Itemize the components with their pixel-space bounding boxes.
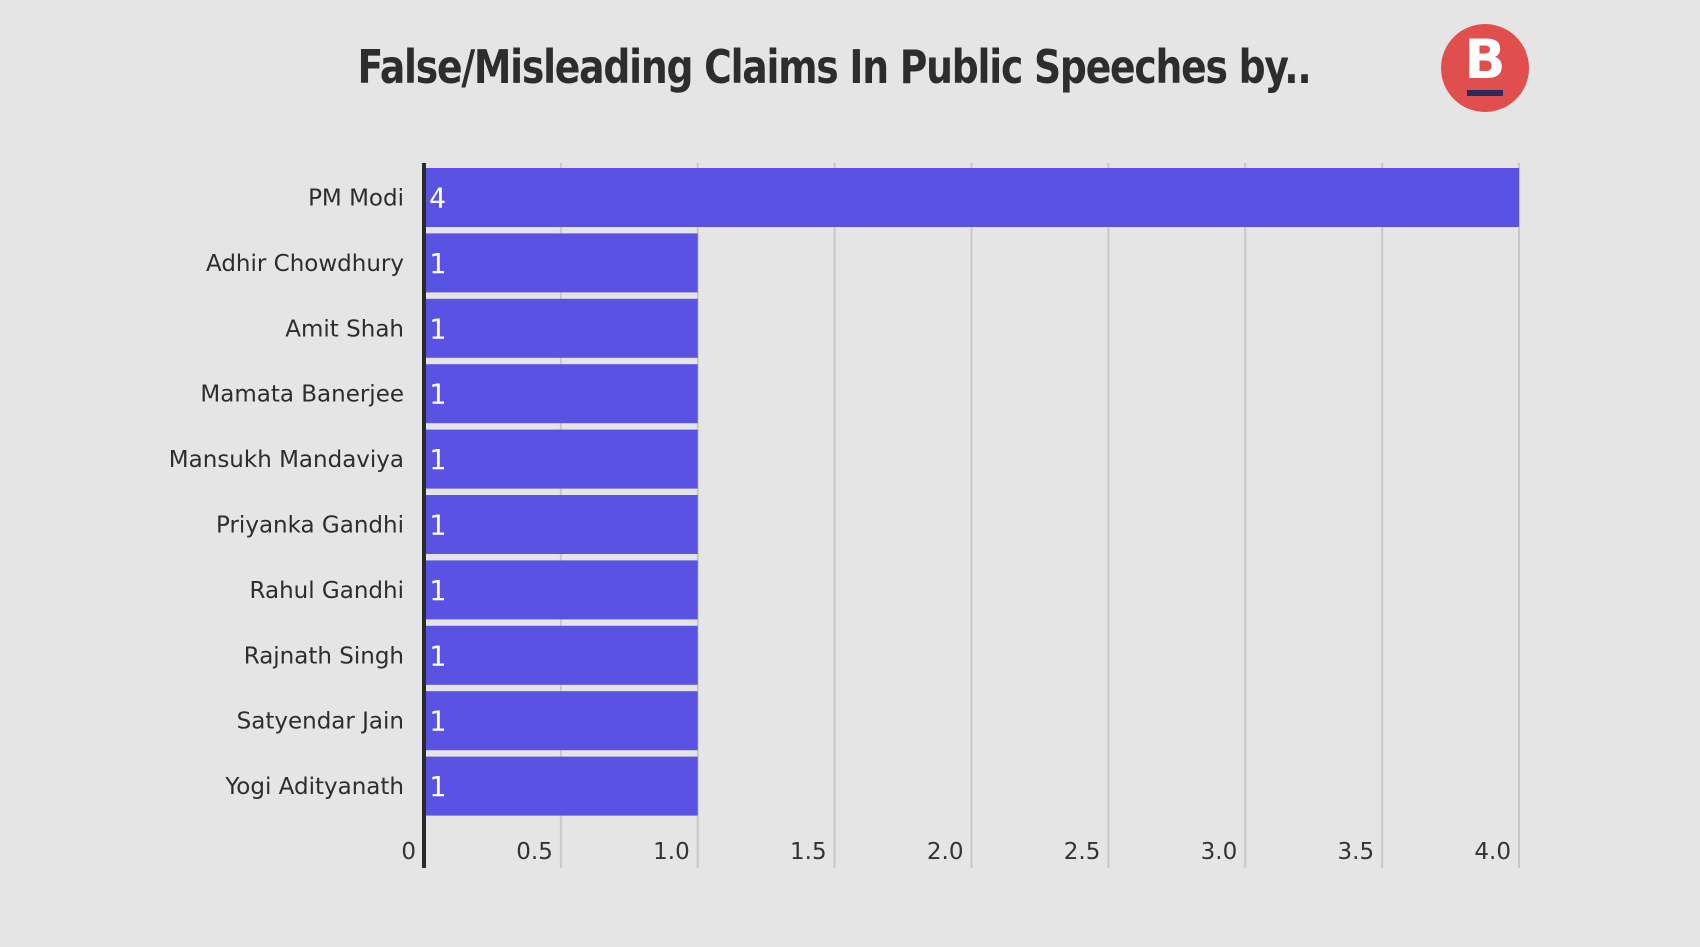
- category-label: Amit Shah: [285, 316, 404, 342]
- bar: [424, 625, 698, 685]
- bar: [424, 233, 698, 293]
- x-tick-label: 2.0: [927, 839, 964, 865]
- category-label: Mansukh Mandaviya: [169, 447, 404, 473]
- x-tick-label: 0.5: [516, 839, 553, 865]
- category-label: Rajnath Singh: [244, 643, 404, 669]
- bar: [424, 691, 698, 751]
- logo-underline: [1467, 90, 1503, 96]
- data-label: 1: [429, 509, 446, 542]
- bar: [424, 756, 698, 816]
- data-label: 1: [429, 247, 446, 280]
- data-label: 4: [429, 182, 446, 215]
- data-label: 1: [429, 443, 446, 476]
- category-label: Rahul Gandhi: [250, 578, 405, 604]
- data-label: 1: [429, 574, 446, 607]
- x-tick-label: 0: [401, 839, 416, 865]
- data-label: 1: [429, 705, 446, 738]
- data-label: 1: [429, 312, 446, 345]
- bar: [424, 429, 698, 489]
- category-label: Priyanka Gandhi: [216, 513, 404, 539]
- category-label: Mamata Banerjee: [200, 382, 404, 408]
- x-tick-label: 2.5: [1064, 839, 1101, 865]
- logo-letter: B: [1464, 28, 1506, 91]
- brand-logo: B: [1441, 24, 1529, 112]
- bar: [424, 495, 698, 554]
- bar: [424, 168, 1519, 227]
- x-tick-label: 1.5: [790, 839, 827, 865]
- x-tick-label: 1.0: [653, 839, 690, 865]
- chart-title: False/Misleading Claims In Public Speech…: [357, 40, 1312, 94]
- bar: [424, 560, 698, 620]
- category-label: Adhir Chowdhury: [206, 251, 404, 277]
- data-label: 1: [429, 770, 446, 803]
- category-label: Yogi Adityanath: [224, 774, 404, 800]
- x-tick-label: 3.0: [1201, 839, 1238, 865]
- x-tick-label: 4.0: [1474, 839, 1511, 865]
- category-label: Satyendar Jain: [237, 709, 404, 735]
- data-label: 1: [429, 378, 446, 411]
- category-label: PM Modi: [308, 186, 404, 212]
- bar: [424, 298, 698, 358]
- bar: [424, 364, 698, 424]
- x-tick-label: 3.5: [1338, 839, 1375, 865]
- data-label: 1: [429, 639, 446, 672]
